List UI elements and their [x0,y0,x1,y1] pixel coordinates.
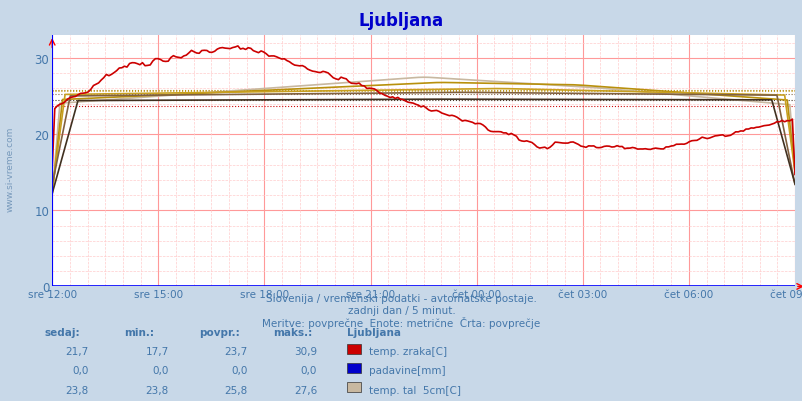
Text: 23,7: 23,7 [224,346,247,356]
Text: Meritve: povprečne  Enote: metrične  Črta: povprečje: Meritve: povprečne Enote: metrične Črta:… [262,316,540,328]
Text: 23,8: 23,8 [145,385,168,395]
Text: zadnji dan / 5 minut.: zadnji dan / 5 minut. [347,305,455,315]
Text: sedaj:: sedaj: [44,327,79,337]
Text: Slovenija / vremenski podatki - avtomatske postaje.: Slovenija / vremenski podatki - avtomats… [265,294,537,304]
Text: www.si-vreme.com: www.si-vreme.com [5,126,14,211]
Text: 0,0: 0,0 [152,365,168,375]
Text: 27,6: 27,6 [294,385,317,395]
Text: 30,9: 30,9 [294,346,317,356]
Text: maks.:: maks.: [273,327,312,337]
Text: 25,8: 25,8 [224,385,247,395]
Text: 23,8: 23,8 [65,385,88,395]
Text: 21,7: 21,7 [65,346,88,356]
Text: Ljubljana: Ljubljana [358,12,444,30]
Text: Ljubljana: Ljubljana [346,327,400,337]
Text: 0,0: 0,0 [301,365,317,375]
Text: 17,7: 17,7 [145,346,168,356]
Text: povpr.:: povpr.: [199,327,240,337]
Text: min.:: min.: [124,327,154,337]
Text: 0,0: 0,0 [231,365,247,375]
Text: padavine[mm]: padavine[mm] [369,365,445,375]
Text: temp. zraka[C]: temp. zraka[C] [369,346,447,356]
Text: 0,0: 0,0 [72,365,88,375]
Text: temp. tal  5cm[C]: temp. tal 5cm[C] [369,385,461,395]
